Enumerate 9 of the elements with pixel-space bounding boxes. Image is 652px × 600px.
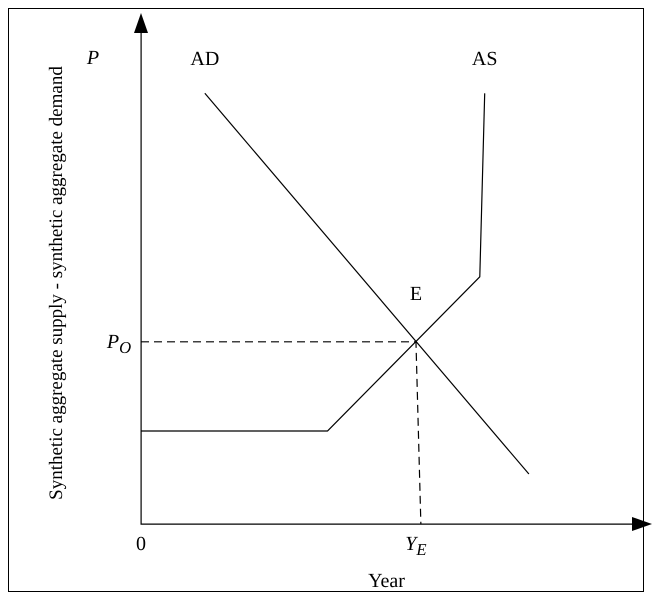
x-tick-label: 0	[135, 532, 147, 557]
annotation: P$_{O}$	[106, 330, 132, 357]
text: P	[86, 47, 100, 69]
y-axis-title: Synthetic aggregate supply - synthetic aggregate demand	[46, 64, 68, 502]
series-label: AS	[470, 47, 498, 72]
series-label: AD	[189, 47, 220, 72]
annotation: E	[408, 282, 424, 307]
x-axis-title: Year	[367, 570, 406, 593]
x-tick-label: Y$_{E}$	[404, 532, 428, 559]
